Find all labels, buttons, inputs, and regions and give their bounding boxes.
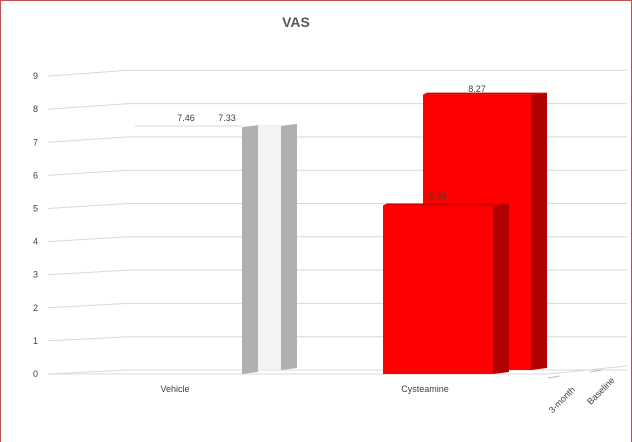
bar-3month-cysteamine — [383, 203, 509, 374]
y-tick-label: 1 — [33, 336, 38, 346]
x-category-label: Cysteamine — [401, 384, 449, 394]
data-label: 7.33 — [218, 113, 236, 123]
depth-tick — [589, 369, 603, 373]
y-axis: 0 1 2 3 4 5 6 7 8 9 — [33, 71, 38, 379]
floor-side-edge — [547, 365, 628, 375]
data-label: 7.46 — [177, 113, 195, 123]
bars: 7.46 7.33 8.27 5.09 — [135, 84, 547, 374]
gridline-side — [47, 336, 129, 342]
bar-side-face — [242, 125, 258, 374]
data-label: 5.09 — [429, 191, 447, 201]
y-tick-label: 0 — [33, 369, 38, 379]
depth-tick — [547, 375, 561, 379]
data-label: 8.27 — [468, 84, 486, 94]
depth-axis: 3-month Baseline — [547, 369, 617, 415]
gridline-side — [47, 369, 129, 375]
x-axis: Vehicle Cysteamine — [160, 384, 448, 394]
bar-top-face — [423, 92, 547, 95]
bar-side-face — [531, 92, 547, 370]
bar-front-face — [383, 205, 493, 374]
y-tick-label: 2 — [33, 303, 38, 313]
y-tick-label: 8 — [33, 104, 38, 114]
x-category-label: Vehicle — [160, 384, 189, 394]
y-tick-label: 7 — [33, 137, 38, 147]
bar-side-face — [281, 123, 297, 370]
gridline-side — [47, 69, 129, 77]
bar-baseline-vehicle — [257, 123, 297, 371]
depth-series-label: 3-month — [547, 385, 577, 415]
y-tick-label: 3 — [33, 270, 38, 280]
bar-texture — [258, 125, 281, 370]
y-tick-label: 4 — [33, 237, 38, 247]
gridline-side — [47, 203, 129, 209]
depth-series-label: Baseline — [585, 375, 616, 406]
y-tick-label: 6 — [33, 170, 38, 180]
bar-3month-vehicle — [242, 125, 258, 374]
gridline-side — [47, 302, 129, 309]
gridline-side — [47, 103, 129, 110]
y-tick-label: 5 — [33, 204, 38, 214]
gridline-side — [47, 169, 129, 176]
gridline-side — [47, 269, 129, 276]
bar-top-face — [383, 203, 509, 206]
y-tick-label: 9 — [33, 71, 38, 81]
bar-side-face — [493, 203, 509, 374]
gridline-side — [47, 136, 129, 143]
chart-title: VAS — [282, 14, 310, 30]
gridline-side — [47, 236, 129, 243]
